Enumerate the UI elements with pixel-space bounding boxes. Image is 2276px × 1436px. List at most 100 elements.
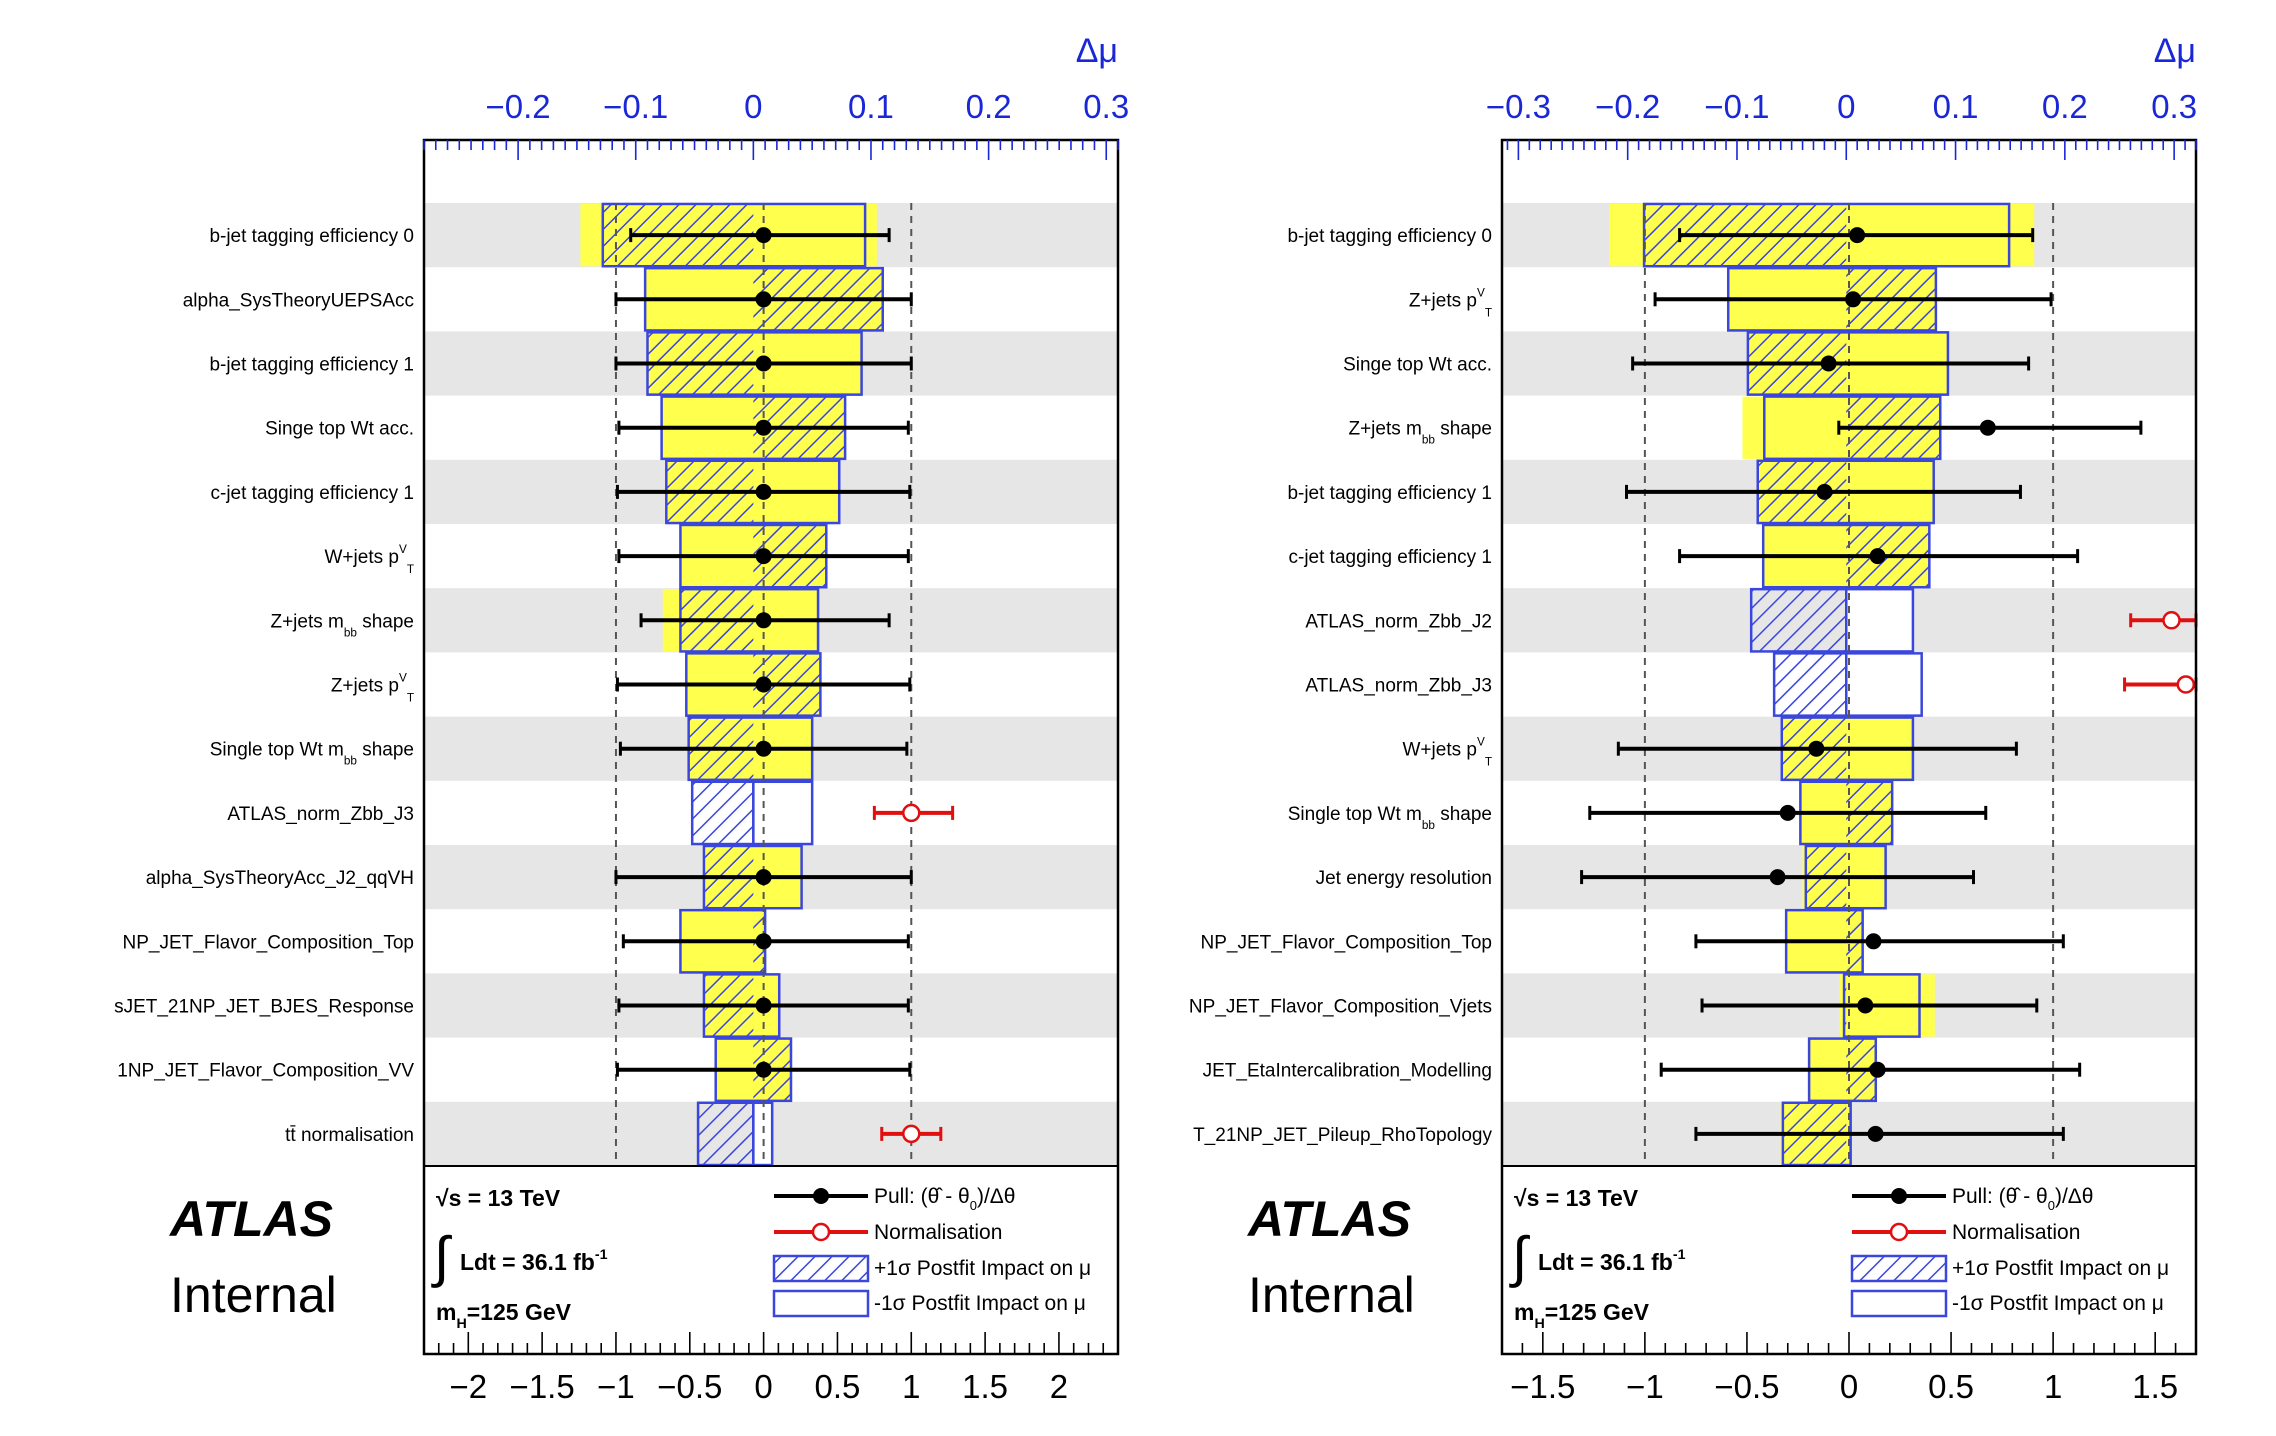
- parameter-label: tt̄ normalisation: [285, 1125, 414, 1146]
- parameter-label: c-jet tagging efficiency 1: [1289, 547, 1493, 568]
- legend-label: +1σ Postfit Impact on μ: [874, 1257, 1091, 1280]
- atlas-sublabel: Internal: [170, 1267, 337, 1323]
- legend-label: Pull: (θ̂ - θ0​)/Δθ: [1952, 1185, 2094, 1213]
- parameter-label: ATLAS_norm_Zbb_J3: [227, 804, 414, 825]
- parameter-label: NP_JET_Flavor_Composition_Vjets: [1189, 997, 1492, 1018]
- top-axis-tick-label: 0.3: [2151, 88, 2197, 125]
- parameter-label: Z+jets pV​T​: [1409, 286, 1492, 319]
- postfit-plus-impact-bar: [1772, 652, 1848, 717]
- integral-sign: ∫: [431, 1225, 452, 1288]
- energy-label: √s = 13 TeV: [436, 1185, 561, 1211]
- legend-box-swatch: [1850, 1289, 1948, 1318]
- legend-box-swatch: [1850, 1254, 1948, 1283]
- ranking-plot-left: b-jet tagging efficiency 0 alpha_SysTheor…: [114, 32, 1129, 1405]
- pull-marker: [755, 612, 772, 629]
- atlas-label: ATLAS: [168, 1191, 333, 1247]
- legend-label: Normalisation: [874, 1221, 1002, 1244]
- luminosity-label: Ldt = 36.1 fb-1​: [460, 1247, 608, 1275]
- postfit-minus-impact-bar: [1845, 587, 1915, 653]
- parameter-label: b-jet tagging efficiency 0: [209, 226, 414, 247]
- parameter-label: ATLAS_norm_Zbb_J2: [1305, 611, 1492, 632]
- bottom-axis-tick-label: 1: [2044, 1368, 2062, 1405]
- parameter-label: JET_EtaIntercalibration_Modelling: [1203, 1061, 1492, 1082]
- pull-marker: [755, 419, 772, 436]
- parameter-label: Single top Wt mbb​ shape: [210, 740, 414, 768]
- top-axis-tick-label: 0.1: [848, 88, 894, 125]
- pull-marker: [755, 740, 772, 757]
- top-axis-tick-label: 0.1: [1933, 88, 1979, 125]
- pull-marker: [1779, 804, 1796, 821]
- legend-label: +1σ Postfit Impact on μ: [1952, 1257, 2169, 1280]
- pull-marker: [1816, 483, 1833, 500]
- pull-marker: [755, 1061, 772, 1078]
- parameter-label: NP_JET_Flavor_Composition_Top: [1201, 932, 1492, 953]
- parameter-label: b-jet tagging efficiency 1: [1287, 483, 1492, 504]
- top-axis-tick-label: −0.2: [1595, 88, 1660, 125]
- top-axis-tick-label: 0.2: [2042, 88, 2088, 125]
- top-axis-tick-label: 0.3: [1083, 88, 1129, 125]
- plot-frame: [422, 138, 1120, 1356]
- pull-marker: [755, 355, 772, 372]
- pull-marker: [1820, 355, 1837, 372]
- top-axis-title: Δμ: [2154, 32, 2196, 70]
- parameter-label: Singe top Wt acc.: [1343, 355, 1492, 376]
- bottom-axis-tick-label: 1.5: [962, 1368, 1008, 1405]
- pull-marker: [1769, 869, 1786, 886]
- bottom-axis-tick-label: −1.5: [510, 1368, 575, 1405]
- parameter-label: 1NP_JET_Flavor_Composition_VV: [117, 1061, 414, 1082]
- parameter-label: ATLAS_norm_Zbb_J3: [1305, 676, 1492, 697]
- bottom-axis-tick-label: 1.5: [2132, 1368, 2178, 1405]
- top-axis-tick-label: −0.2: [486, 88, 551, 125]
- atlas-sublabel: Internal: [1248, 1267, 1415, 1323]
- legend-marker-swatch: [813, 1188, 829, 1204]
- pull-marker: [755, 227, 772, 244]
- parameter-label: alpha_SysTheoryUEPSAcc: [183, 290, 414, 311]
- legend-label: -1σ Postfit Impact on μ: [874, 1292, 1086, 1315]
- legend-label: Pull: (θ̂ - θ0​)/Δθ: [874, 1185, 1016, 1213]
- pull-marker: [1808, 740, 1825, 757]
- pull-marker: [1845, 291, 1862, 308]
- pull-marker: [755, 291, 772, 308]
- ranking-plot-right: b-jet tagging efficiency 0 Z+jets pV​T​ Si…: [1189, 32, 2198, 1405]
- bottom-axis-tick-label: 0.5: [815, 1368, 861, 1405]
- bottom-axis-tick-label: 1: [902, 1368, 920, 1405]
- integral-sign: ∫: [1509, 1225, 1530, 1288]
- pull-marker: [1865, 933, 1882, 950]
- parameter-label: Z+jets pV​T​: [331, 672, 414, 705]
- parameter-label: Jet energy resolution: [1316, 868, 1492, 889]
- postfit-minus-impact-bar: [1845, 652, 1923, 717]
- parameter-label: c-jet tagging efficiency 1: [211, 483, 415, 504]
- top-axis-tick-label: 0: [744, 88, 762, 125]
- pull-marker: [1867, 1125, 1884, 1142]
- parameter-label: Z+jets mbb​ shape: [270, 611, 414, 639]
- bottom-axis-tick-label: −2: [449, 1368, 487, 1405]
- parameter-label: W+jets pV​T​: [325, 543, 415, 576]
- pull-marker: [755, 483, 772, 500]
- mass-label: mH​=125 GeV: [1514, 1299, 1650, 1332]
- top-axis-tick-label: 0: [1837, 88, 1855, 125]
- postfit-plus-impact-bar: [696, 1101, 755, 1167]
- bottom-axis-tick-label: 2: [1050, 1368, 1068, 1405]
- pull-marker: [755, 676, 772, 693]
- pull-marker: [1849, 227, 1866, 244]
- parameter-label: Z+jets mbb​ shape: [1348, 419, 1492, 447]
- normalisation-marker: [2162, 611, 2181, 630]
- parameter-label: Singe top Wt acc.: [265, 419, 414, 440]
- normalisation-marker: [902, 1124, 921, 1144]
- pull-marker: [755, 548, 772, 565]
- parameter-label: alpha_SysTheoryAcc_J2_qqVH: [146, 868, 414, 889]
- parameter-label: T_21NP_JET_Pileup_RhoTopology: [1193, 1125, 1492, 1146]
- parameter-label: sJET_21NP_JET_BJES_Response: [114, 997, 414, 1018]
- top-axis-tick-label: −0.1: [1704, 88, 1769, 125]
- luminosity-label: Ldt = 36.1 fb-1​: [1538, 1247, 1686, 1275]
- legend-marker-swatch: [811, 1222, 831, 1242]
- pull-marker: [755, 933, 772, 950]
- postfit-minus-impact-bar: [752, 780, 814, 846]
- pull-marker: [1869, 548, 1886, 565]
- pull-marker: [755, 869, 772, 886]
- bottom-axis-tick-label: −1: [1626, 1368, 1664, 1405]
- parameter-label: b-jet tagging efficiency 0: [1287, 226, 1492, 247]
- bottom-axis-tick-label: 0.5: [1928, 1368, 1974, 1405]
- top-axis-tick-label: −0.1: [603, 88, 668, 125]
